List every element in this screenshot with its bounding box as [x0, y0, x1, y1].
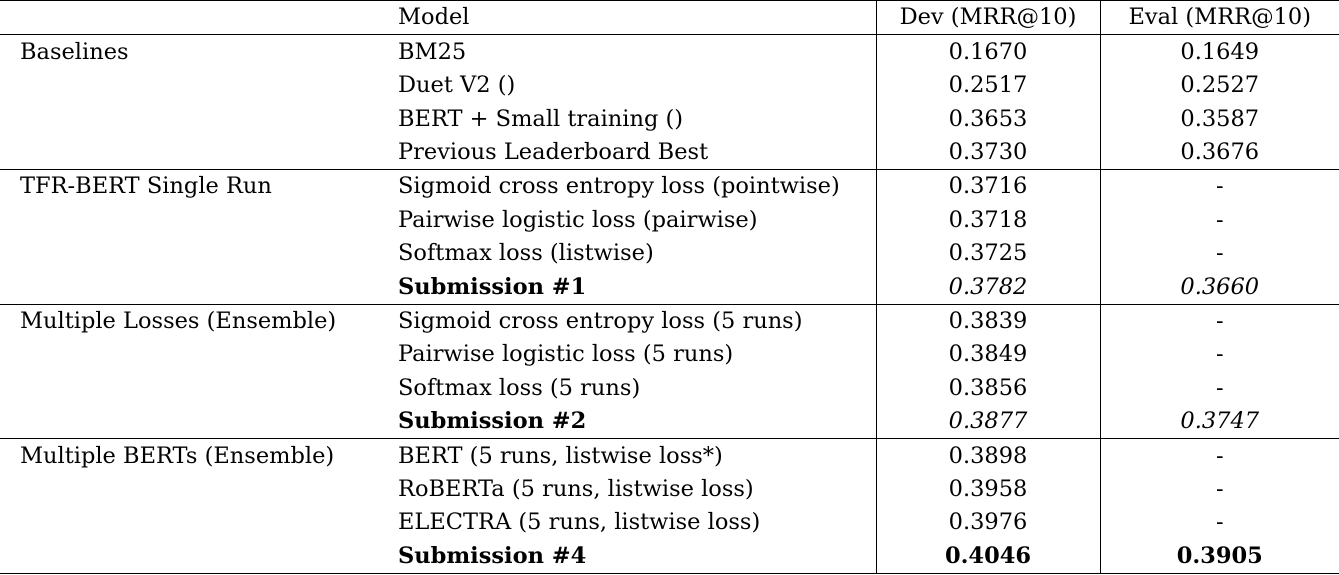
eval-cell: -	[1099, 337, 1339, 372]
group-multiple-losses: Multiple Losses (Ensemble) Sigmoid cross…	[0, 303, 1339, 439]
table-row: Pairwise logistic loss (pairwise) 0.3718…	[0, 203, 1339, 237]
model-cell: Duet V2 ()	[398, 72, 516, 99]
submission-1-label: Submission #1	[398, 273, 587, 300]
eval-cell: -	[1099, 438, 1339, 473]
dev-cell: 0.3839	[875, 303, 1100, 338]
dev-cell: 0.3958	[875, 472, 1100, 506]
model-cell: Softmax loss (5 runs)	[398, 374, 641, 401]
table-row: BERT + Small training () 0.3653 0.3587	[0, 102, 1339, 136]
dev-cell: 0.3976	[875, 505, 1100, 540]
table-row: ELECTRA (5 runs, listwise loss) 0.3976 -	[0, 505, 1339, 540]
eval-cell: 0.2527	[1099, 68, 1339, 103]
eval-cell: 0.1649	[1099, 34, 1339, 69]
header-dev: Dev (MRR@10)	[875, 0, 1100, 35]
model-cell: Previous Leaderboard Best	[398, 139, 709, 165]
model-cell: RoBERTa (5 runs, listwise loss)	[398, 475, 754, 502]
table-row: Submission #2 0.3877 0.3747	[0, 404, 1339, 439]
table-row: Multiple BERTs (Ensemble) BERT (5 runs, …	[0, 438, 1339, 473]
header-row: Model Dev (MRR@10) Eval (MRR@10)	[0, 0, 1339, 35]
group-label: Multiple Losses (Ensemble)	[0, 303, 378, 338]
header-group	[0, 0, 378, 35]
eval-cell: 0.3587	[1099, 102, 1339, 136]
submission-4-label: Submission #4	[378, 539, 876, 574]
table-row: Multiple Losses (Ensemble) Sigmoid cross…	[0, 303, 1339, 338]
dev-cell: 0.3849	[875, 337, 1100, 372]
dev-cell: 0.3725	[875, 236, 1100, 271]
group-baselines: Baselines BM25 0.1670 0.1649 Duet V2 () …	[0, 34, 1339, 170]
dev-cell: 0.4046	[875, 539, 1100, 574]
eval-cell: -	[1099, 203, 1339, 237]
table-row: Baselines BM25 0.1670 0.1649	[0, 34, 1339, 69]
header-eval: Eval (MRR@10)	[1099, 0, 1339, 35]
eval-cell: -	[1099, 303, 1339, 338]
eval-cell: 0.3676	[1099, 135, 1339, 170]
model-cell: ELECTRA (5 runs, listwise loss)	[398, 509, 761, 536]
dev-cell: 0.3898	[875, 438, 1100, 473]
submission-2-label: Submission #2	[398, 408, 587, 435]
group-label: Multiple BERTs (Ensemble)	[0, 438, 378, 473]
group-tfr-bert-single-run: TFR-BERT Single Run Sigmoid cross entrop…	[0, 168, 1339, 305]
table-row: Duet V2 () 0.2517 0.2527	[0, 68, 1339, 103]
dev-cell: 0.1670	[875, 34, 1100, 69]
table-row: Submission #4 0.4046 0.3905	[0, 539, 1339, 574]
dev-cell: 0.3718	[875, 203, 1100, 237]
table-row: Previous Leaderboard Best 0.3730 0.3676	[0, 135, 1339, 170]
model-cell: Sigmoid cross entropy loss (5 runs)	[378, 303, 876, 338]
dev-cell: 0.3653	[875, 102, 1100, 136]
table-row: RoBERTa (5 runs, listwise loss) 0.3958 -	[0, 472, 1339, 506]
eval-cell: -	[1099, 236, 1339, 271]
dev-cell: 0.2517	[875, 68, 1100, 103]
group-label: Baselines	[0, 34, 378, 69]
eval-cell: 0.3905	[1099, 539, 1339, 574]
group-label: TFR-BERT Single Run	[0, 168, 378, 204]
eval-cell: 0.3747	[1099, 404, 1339, 439]
dev-cell: 0.3782	[875, 270, 1100, 305]
dev-cell: 0.3856	[875, 371, 1100, 405]
table-row: Softmax loss (5 runs) 0.3856 -	[0, 371, 1339, 405]
model-cell: Sigmoid cross entropy loss (pointwise)	[378, 168, 876, 204]
model-cell: Pairwise logistic loss (pairwise)	[398, 206, 758, 233]
table-row: Pairwise logistic loss (5 runs) 0.3849 -	[0, 337, 1339, 372]
model-cell: BERT (5 runs, listwise loss*)	[378, 438, 876, 473]
eval-cell: 0.3660	[1099, 270, 1339, 305]
eval-cell: -	[1099, 505, 1339, 540]
dev-cell: 0.3716	[875, 168, 1100, 204]
table-row: Submission #1 0.3782 0.3660	[0, 270, 1339, 305]
dev-cell: 0.3877	[875, 404, 1100, 439]
eval-cell: -	[1099, 168, 1339, 204]
model-cell: Pairwise logistic loss (5 runs)	[398, 341, 734, 368]
header-model: Model	[378, 0, 876, 35]
model-cell: BM25	[378, 34, 876, 69]
table-row: Softmax loss (listwise) 0.3725 -	[0, 236, 1339, 271]
model-cell: BERT + Small training ()	[398, 105, 684, 132]
dev-cell: 0.3730	[875, 135, 1100, 170]
model-cell: Softmax loss (listwise)	[398, 240, 654, 267]
table-row: TFR-BERT Single Run Sigmoid cross entrop…	[0, 168, 1339, 204]
group-multiple-berts: Multiple BERTs (Ensemble) BERT (5 runs, …	[0, 438, 1339, 574]
eval-cell: -	[1099, 371, 1339, 405]
eval-cell: -	[1099, 472, 1339, 506]
